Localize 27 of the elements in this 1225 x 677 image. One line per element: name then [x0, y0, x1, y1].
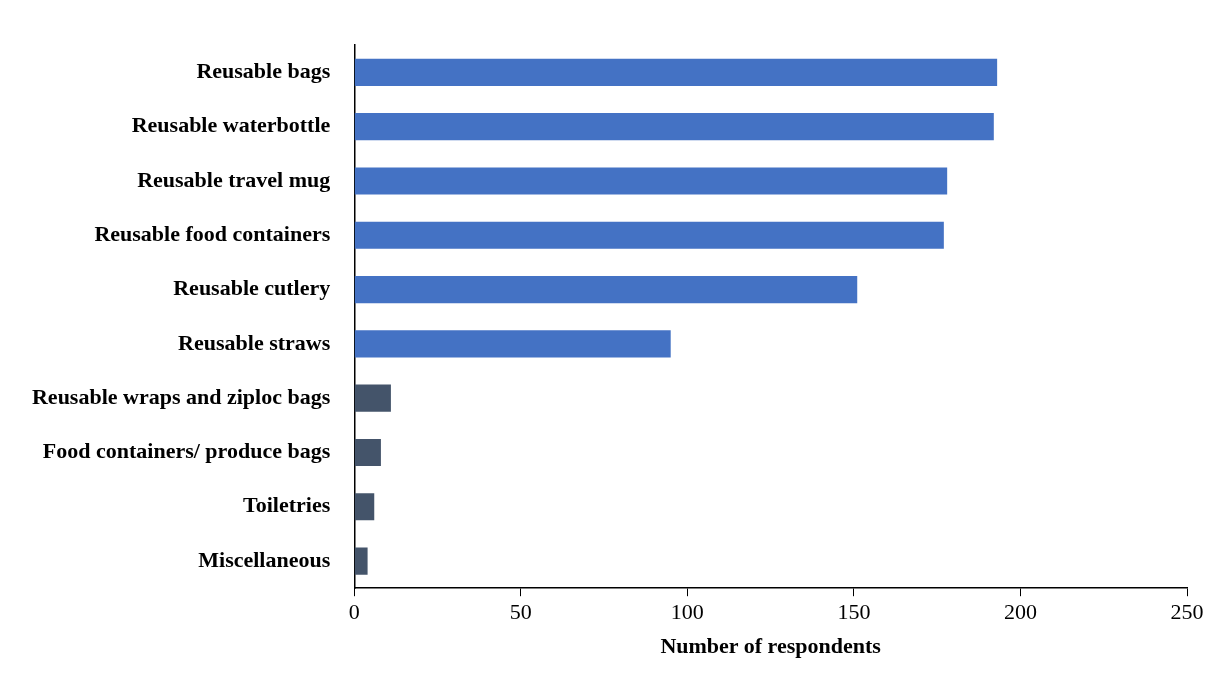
bar	[354, 493, 375, 521]
bar	[354, 58, 998, 86]
y-tick-label: Reusable cutlery	[173, 275, 331, 301]
bar	[354, 384, 391, 412]
bar	[354, 330, 671, 358]
bar	[354, 221, 944, 249]
y-tick-label: Reusable travel mug	[137, 166, 331, 192]
x-axis-title: Number of respondents	[660, 633, 882, 659]
bar	[354, 275, 858, 304]
x-tick-label: 200	[1003, 599, 1037, 625]
bar	[354, 167, 948, 195]
x-tick-label: 50	[509, 599, 532, 625]
bar	[354, 547, 368, 575]
x-tick-label: 250	[1170, 599, 1204, 625]
y-tick-label: Reusable wraps and ziploc bags	[31, 383, 331, 409]
x-tick-label: 0	[348, 599, 360, 625]
y-tick-label: Miscellaneous	[198, 546, 331, 572]
y-tick-label: Food containers/ produce bags	[42, 438, 331, 464]
y-tick-label: Toiletries	[243, 492, 331, 518]
bar	[354, 438, 381, 467]
y-tick-label: Reusable straws	[178, 329, 331, 355]
bar	[354, 113, 994, 141]
y-tick-label: Reusable bags	[196, 58, 331, 84]
x-tick-label: 150	[837, 599, 871, 625]
y-tick-label: Reusable waterbottle	[131, 112, 331, 138]
x-tick-label: 100	[670, 599, 704, 625]
y-tick-label: Reusable food containers	[94, 220, 331, 246]
